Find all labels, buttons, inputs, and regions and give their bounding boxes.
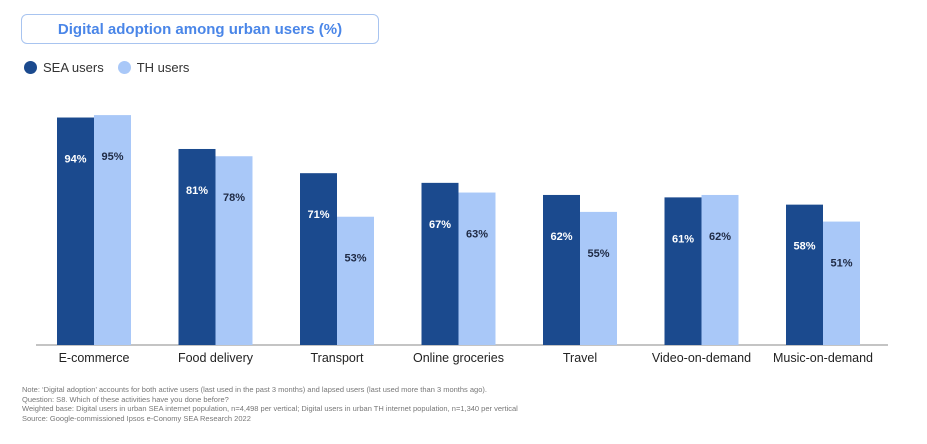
category-label: Food delivery	[178, 351, 254, 365]
category-label: Video-on-demand	[652, 351, 751, 365]
bar-th	[823, 221, 860, 345]
data-label: 71%	[307, 209, 329, 221]
legend-swatch-th	[117, 61, 131, 74]
note-line: Note: ‘Digital adoption’ accounts for bo…	[22, 385, 487, 394]
bar-sea	[664, 197, 702, 345]
data-label: 63%	[466, 229, 488, 241]
bar-th	[701, 194, 739, 345]
bar-sea	[421, 182, 459, 345]
category-label: Transport	[310, 351, 364, 365]
bar-sea	[300, 173, 337, 345]
data-label: 94%	[64, 154, 86, 166]
bar-th	[458, 192, 496, 345]
bar-chart: 94% 95% E-commerce 81% 78% Food delivery 71% 53…	[36, 115, 888, 365]
data-label: 58%	[793, 241, 815, 253]
category-label: Online groceries	[413, 351, 504, 365]
note-line: Question: S8. Which of these activities …	[22, 394, 229, 404]
chart-title: Digital adoption among urban users (%)	[21, 14, 379, 44]
legend-item-th: TH users	[117, 60, 190, 75]
data-label: 95%	[101, 151, 123, 163]
bar-th	[215, 156, 253, 345]
bar-sea	[178, 148, 216, 345]
bar-sea	[786, 204, 823, 345]
legend-label: SEA users	[43, 60, 104, 75]
category-label: Music-on-demand	[773, 351, 873, 365]
bar-sea	[57, 117, 94, 346]
legend: SEA users TH users	[24, 60, 189, 75]
note-line: Source: Google-commissioned Ipsos e-Cono…	[22, 413, 251, 423]
data-label: 51%	[830, 258, 852, 270]
data-label: 62%	[550, 231, 572, 243]
legend-swatch-sea	[24, 61, 37, 74]
data-label: 62%	[709, 231, 731, 243]
footnotes: Note: ‘Digital adoption’ accounts for bo…	[22, 385, 518, 423]
bar-sea	[543, 194, 580, 345]
data-label: 81%	[186, 185, 208, 197]
data-label: 61%	[672, 233, 694, 245]
bar-th	[580, 211, 617, 345]
bar-th	[337, 216, 374, 345]
data-label: 53%	[344, 253, 366, 265]
data-label: 55%	[587, 248, 609, 260]
category-label: Travel	[563, 351, 597, 365]
note-line: Weighted base: Digital users in urban SE…	[22, 404, 518, 413]
bar-th	[94, 115, 131, 345]
category-label: E-commerce	[59, 351, 130, 365]
legend-label: TH users	[136, 60, 190, 75]
data-label: 78%	[223, 192, 245, 204]
data-label: 67%	[429, 219, 451, 231]
legend-item-sea: SEA users	[24, 60, 104, 75]
